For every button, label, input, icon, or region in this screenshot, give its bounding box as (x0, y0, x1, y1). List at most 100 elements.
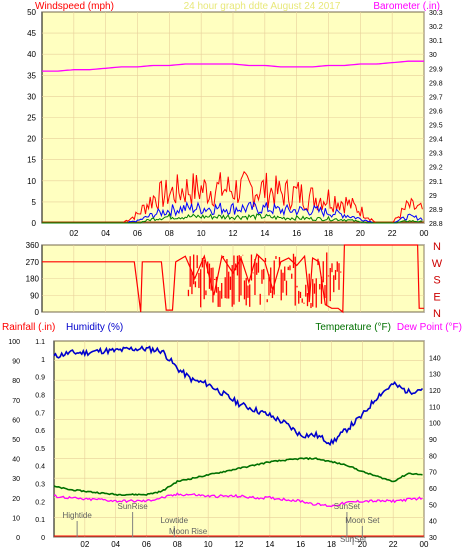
humidity-temperature-panel: 0 10 20 30 40 50 60 70 80 90 100 0 0.1 0.2 0.3 0.4 0.5 0.… (8, 339, 440, 549)
x-tick-label: 06 (142, 540, 151, 549)
temperature-tick-label: 80 (429, 453, 437, 460)
baro-tick-label: 30.1 (429, 38, 443, 45)
temperature-tick-label: 40 (429, 519, 437, 526)
temperature-axis-title: Temperature (°F) (315, 322, 391, 333)
temperature-tick-label: 70 (429, 470, 437, 477)
humidity-line (53, 345, 424, 447)
baro-tick-label: 29 (429, 193, 437, 200)
x-tick-label: 04 (111, 540, 120, 549)
baro-tick-label: 28.8 (429, 221, 443, 228)
humidity-tick-label: 0 (16, 535, 20, 542)
x-tick-label: 12 (235, 540, 244, 549)
rain-tick-label: 0 (41, 535, 45, 542)
compass-label: S (433, 275, 440, 287)
x-tick-label: 02 (80, 540, 89, 549)
x-tick-label: 10 (204, 540, 213, 549)
x-tick-label: 20 (358, 540, 367, 549)
rain-tick-label: 0.2 (35, 499, 45, 506)
event-label: Hightide (62, 511, 92, 520)
baro-tick-label: 29.3 (429, 151, 443, 158)
wind-tick-label: 45 (27, 29, 36, 38)
lower-panel-headers: Rainfall (.in) Humidity (%) Temperature … (2, 322, 462, 333)
humidity-tick-label: 90 (12, 359, 20, 366)
x-tick-label: 00 (420, 229, 429, 238)
x-tick-label: 20 (356, 229, 365, 238)
wind-tick-label: 15 (27, 156, 36, 165)
x-tick-label: 02 (69, 229, 78, 238)
direction-tick-label: 180 (26, 275, 40, 284)
x-tick-label: 08 (173, 540, 182, 549)
temperature-tick-label: 140 (429, 355, 441, 362)
temperature-tick-label: 120 (429, 388, 441, 395)
compass-label: E (433, 291, 440, 303)
baro-tick-label: 30 (429, 52, 437, 59)
rain-tick-label: 0.6 (35, 428, 45, 435)
temperature-line (53, 457, 423, 497)
x-tick-label: 06 (133, 229, 142, 238)
event-label: SunSet (340, 535, 367, 544)
barometer-line (42, 60, 424, 72)
event-label: Moon Set (345, 516, 380, 525)
humidity-tick-label: 30 (12, 476, 20, 483)
humidity-tick-label: 70 (12, 398, 20, 405)
barometer-axis-title: Barometer (.in) (373, 1, 440, 12)
x-tick-label: 12 (229, 229, 238, 238)
baro-tick-label: 29.2 (429, 165, 443, 172)
direction-tick-label: 0 (35, 308, 40, 317)
baro-tick-label: 30.2 (429, 24, 443, 31)
rain-tick-label: 0.4 (35, 464, 45, 471)
event-label: SunSet (334, 502, 361, 511)
humidity-tick-label: 10 (12, 515, 20, 522)
wind-tick-label: 50 (27, 8, 36, 17)
rainfall-axis-title: Rainfall (.in) (2, 322, 55, 333)
rain-tick-label: 0.7 (35, 410, 45, 417)
event-label: Lowtide (160, 516, 188, 525)
compass-label: W (432, 258, 443, 270)
rain-tick-label: 0.3 (35, 482, 45, 489)
direction-line (42, 244, 424, 314)
baro-tick-label: 29.1 (429, 179, 443, 186)
x-tick-label: 22 (389, 540, 398, 549)
rain-tick-label: 0.9 (35, 375, 45, 382)
event-label: Moon Rise (169, 527, 208, 536)
date-title: 24 hour graph ddte August 24 2017 (184, 1, 341, 12)
compass-label: N (433, 308, 441, 320)
direction-tick-label: 270 (26, 258, 40, 267)
humidity-tick-label: 60 (12, 417, 20, 424)
x-tick-label: 18 (327, 540, 336, 549)
x-tick-label: 16 (296, 540, 305, 549)
wind-tick-label: 40 (27, 50, 36, 59)
rain-tick-label: 0.8 (35, 392, 45, 399)
wind-tick-label: 25 (27, 114, 36, 123)
baro-tick-label: 29.7 (429, 94, 443, 101)
x-tick-label: 16 (292, 229, 301, 238)
x-tick-label: 18 (324, 229, 333, 238)
humidity-tick-label: 100 (8, 339, 20, 346)
temperature-tick-label: 90 (429, 437, 437, 444)
direction-tick-label: 90 (30, 291, 39, 300)
direction-tick-label: 360 (26, 241, 40, 250)
rain-tick-label: 0.5 (35, 446, 45, 453)
dewpoint-line (54, 492, 423, 508)
temperature-tick-label: 60 (429, 486, 437, 493)
humidity-axis-title: Humidity (%) (66, 322, 123, 333)
baro-tick-label: 28.9 (429, 207, 443, 214)
windspeed-barometer-panel: 0 5 10 15 20 25 30 35 40 45 50 28.8 28.9 29 29.1 29.2 29… (27, 8, 443, 238)
rain-tick-label: 0.1 (35, 517, 45, 524)
baro-tick-label: 30.3 (429, 10, 443, 17)
humidity-tick-label: 20 (12, 496, 20, 503)
wind-tick-label: 10 (27, 177, 36, 186)
wind-tick-label: 5 (32, 198, 37, 207)
wind-tick-label: 30 (27, 92, 36, 101)
x-tick-label: 14 (260, 229, 269, 238)
baro-tick-label: 29.8 (429, 80, 443, 87)
baro-tick-label: 29.4 (429, 137, 443, 144)
wind-tick-label: 35 (27, 71, 36, 80)
temperature-tick-label: 100 (429, 421, 441, 428)
temperature-tick-label: 50 (429, 502, 437, 509)
baro-tick-label: 29.9 (429, 66, 443, 73)
x-tick-label: 10 (197, 229, 206, 238)
wind-tick-label: 0 (32, 219, 37, 228)
